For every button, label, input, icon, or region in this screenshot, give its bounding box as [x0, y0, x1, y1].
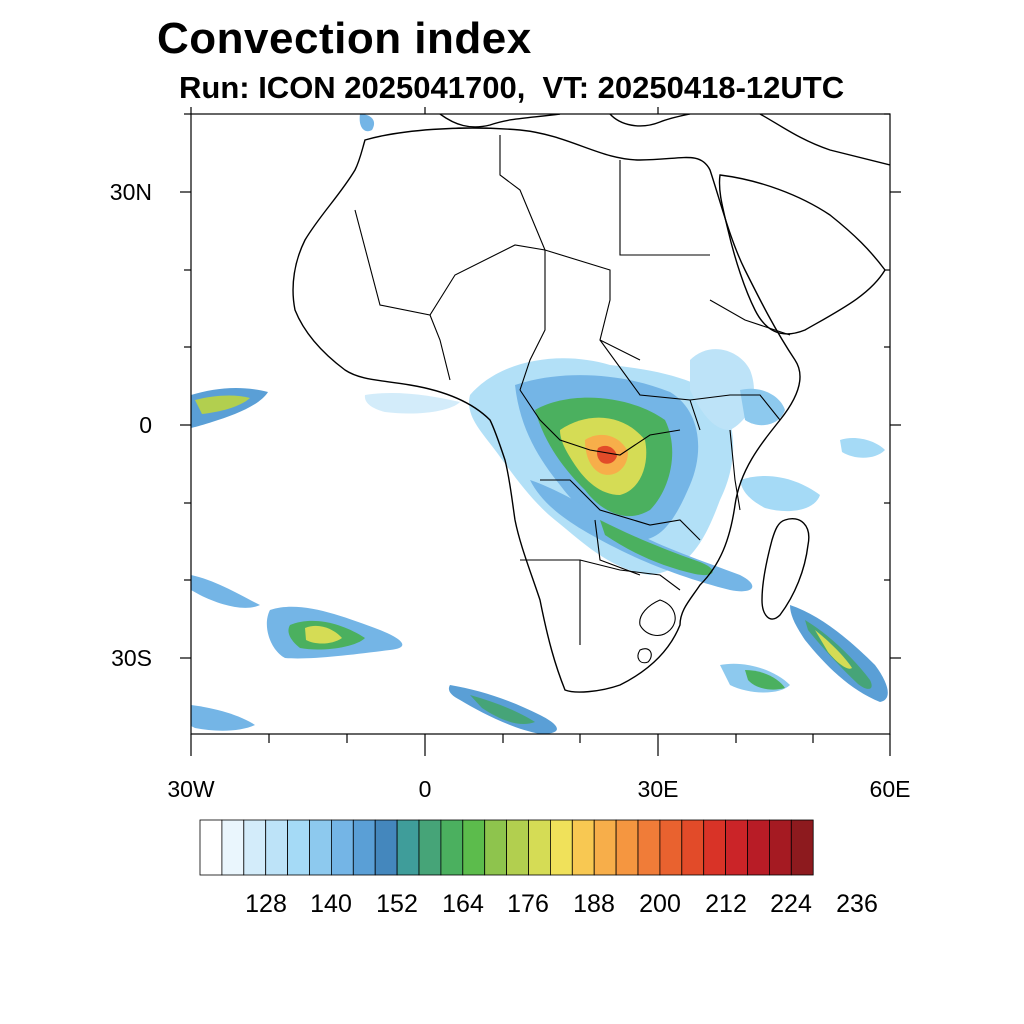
colorbar-swatch	[287, 819, 310, 876]
colorbar-label: 236	[836, 890, 878, 918]
colorbar-swatch	[528, 819, 551, 876]
colorbar-swatch	[221, 819, 245, 876]
colorbar-swatch	[243, 819, 267, 876]
colorbar-label: 188	[573, 890, 615, 918]
colorbar-swatch	[374, 819, 398, 876]
colorbar-swatch	[790, 819, 814, 876]
lon-label-30w: 30W	[167, 776, 215, 802]
colorbar-swatch	[265, 819, 289, 876]
colorbar-swatch	[309, 819, 332, 876]
colorbar-label: 200	[639, 890, 681, 918]
colorbar-swatch	[484, 819, 508, 876]
colorbar-swatch	[571, 819, 595, 876]
lon-label-0: 0	[419, 776, 432, 802]
colorbar-swatch	[462, 819, 486, 876]
colorbar-label: 140	[310, 890, 352, 918]
colorbar-swatch	[725, 819, 748, 876]
colorbar-swatch	[615, 819, 639, 876]
colorbar-swatch	[593, 819, 617, 876]
colorbar-label: 212	[705, 890, 747, 918]
map-subtitle: Run: ICON 2025041700, VT: 20250418-12UTC	[179, 70, 845, 105]
colorbar-swatch	[637, 819, 661, 876]
colorbar-label: 152	[376, 890, 418, 918]
colorbar-swatch	[396, 819, 420, 876]
colorbar-swatch	[769, 819, 792, 876]
convection-field	[191, 114, 888, 734]
colorbar-label: 164	[442, 890, 484, 918]
colorbar-swatch	[330, 819, 354, 876]
colorbar	[199, 819, 814, 876]
colorbar-swatch	[199, 819, 223, 876]
plot-frame	[190, 113, 891, 735]
lat-label-30s: 30S	[111, 645, 152, 671]
map-title: Convection index	[157, 14, 532, 63]
colorbar-swatch	[703, 819, 727, 876]
coastlines	[292, 114, 890, 693]
colorbar-swatch	[681, 819, 705, 876]
country-borders	[354, 135, 791, 664]
colorbar-swatch	[550, 819, 573, 876]
colorbar-swatch	[352, 819, 376, 876]
colorbar-swatch	[418, 819, 442, 876]
colorbar-label: 176	[507, 890, 549, 918]
colorbar-swatch	[440, 819, 464, 876]
colorbar-labels: 128 140 152 164 176 188 200 212 224 236	[245, 890, 878, 918]
colorbar-swatch	[659, 819, 683, 876]
axis-ticks	[180, 107, 901, 756]
lat-label-0: 0	[139, 412, 152, 438]
lon-label-30e: 30E	[638, 776, 679, 802]
colorbar-label: 224	[770, 890, 812, 918]
colorbar-swatch	[747, 819, 770, 876]
lat-label-30n: 30N	[110, 179, 152, 205]
lon-label-60e: 60E	[870, 776, 911, 802]
colorbar-swatch	[506, 819, 529, 876]
colorbar-label: 128	[245, 890, 287, 918]
